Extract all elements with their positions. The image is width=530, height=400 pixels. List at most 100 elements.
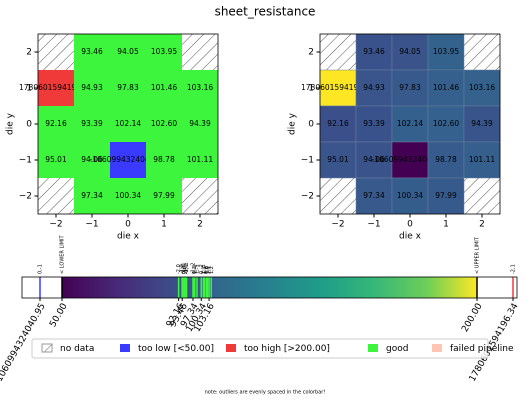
legend-swatch (226, 344, 236, 352)
cell (110, 106, 146, 142)
cell (74, 70, 110, 106)
marker-label: 1,-1 (194, 264, 200, 274)
cell (182, 70, 218, 106)
cell-label: 100.34 (115, 191, 141, 200)
marker-label: 0,0 (204, 266, 210, 274)
cell-label: 103.16 (187, 83, 213, 92)
marker-label: 0,1 (192, 266, 198, 274)
cell (182, 106, 218, 142)
cell (355, 105, 393, 143)
cell-label: 92.16 (327, 119, 349, 128)
cell-label: 101.11 (187, 155, 213, 164)
cell-label: 93.46 (81, 47, 103, 56)
marker-label: 2,0 (182, 266, 188, 274)
cell (427, 69, 465, 107)
marker-label: -2,1 (511, 264, 517, 274)
cell-label: 102.60 (433, 119, 459, 128)
cell-label: 101.46 (433, 83, 459, 92)
colorbar-tick-label: 200.00 (460, 302, 485, 335)
cell (146, 106, 182, 142)
x-tick-label: −1 (85, 220, 98, 230)
marker-label: 0,-2 (199, 264, 205, 274)
cell-label: 94.05 (117, 47, 139, 56)
legend-frame (31, 338, 489, 359)
no-data-cell (320, 178, 356, 214)
x-tick-label: 2 (479, 220, 485, 230)
cell-label: -1060994324040.95 (372, 155, 449, 164)
cell-label: 93.39 (81, 119, 103, 128)
cell-label: 94.39 (471, 119, 493, 128)
cell (74, 106, 110, 142)
marker-label: 1,-2 (192, 264, 198, 274)
legend-swatch (41, 343, 53, 353)
legend-swatch (432, 344, 442, 352)
cell (463, 141, 501, 179)
cell (110, 142, 146, 178)
cell-label: 102.60 (151, 119, 177, 128)
cell-label: 102.14 (397, 119, 423, 128)
figure-title: sheet_resistance (215, 5, 316, 19)
cell (391, 141, 429, 179)
marker-label: -1,-2 (190, 262, 196, 274)
marker-label: < LOWER LIMIT (60, 234, 66, 274)
legend-label: failed pipeline (450, 344, 514, 354)
marker-label: 1,1 (202, 266, 208, 274)
marker-label: 2,-1 (201, 264, 207, 274)
legend-label: too low [<50.00] (138, 344, 214, 354)
cell (146, 142, 182, 178)
no-data-cell (320, 34, 356, 70)
cell (427, 177, 465, 215)
cell (391, 177, 429, 215)
marker-label: -1,2 (180, 264, 186, 274)
x-tick-label: 0 (125, 220, 131, 230)
cell-label: -1060994324040.95 (90, 155, 167, 164)
colorbar-gradient (62, 277, 477, 298)
marker-label: -1,0 (180, 264, 186, 274)
cell (110, 178, 146, 214)
marker-label: 0,2 (181, 266, 187, 274)
legend-label: too high [>200.00] (244, 344, 330, 354)
cell (319, 141, 357, 179)
x-tick-label: −2 (49, 220, 62, 230)
x-axis-label: die x (117, 232, 140, 242)
cell-label: 97.34 (81, 191, 103, 200)
no-data-cell (464, 34, 500, 70)
cell-label: 95.01 (45, 155, 67, 164)
cell-label: 94.06 (81, 155, 103, 164)
y-axis-label: die y (288, 112, 298, 135)
cell (182, 142, 218, 178)
no-data-cell (182, 178, 218, 214)
y-tick-label: 1 (26, 84, 32, 94)
cell-label: 94.93 (81, 83, 103, 92)
cell-label: 94.05 (399, 47, 421, 56)
x-tick-label: 2 (197, 220, 203, 230)
no-data-cell (38, 178, 74, 214)
cell (74, 34, 110, 70)
cell-label: 94.06 (363, 155, 385, 164)
marker-label: 1,2 (209, 266, 215, 274)
colorbar-frame (21, 276, 518, 299)
x-tick-label: 1 (443, 220, 449, 230)
cell (146, 34, 182, 70)
cell (74, 178, 110, 214)
marker-label: -2,-1 (184, 262, 190, 274)
y-tick-label: −2 (19, 192, 32, 202)
cell-label: 1780601594196.34 (301, 83, 375, 92)
y-tick-label: 2 (308, 48, 314, 58)
no-data-cell (464, 178, 500, 214)
y-tick-label: 2 (26, 48, 32, 58)
legend-swatch (120, 344, 130, 352)
no-data-cell (38, 34, 74, 70)
cell (38, 70, 74, 106)
cell-label: 100.34 (397, 191, 423, 200)
cell-label: 103.16 (469, 83, 495, 92)
cell (74, 142, 110, 178)
cell (38, 106, 74, 142)
y-tick-label: 0 (26, 120, 32, 130)
marker-label: 2,1 (207, 266, 213, 274)
cell-label: 103.95 (151, 47, 177, 56)
cell (38, 142, 74, 178)
cell-label: 94.93 (363, 83, 385, 92)
